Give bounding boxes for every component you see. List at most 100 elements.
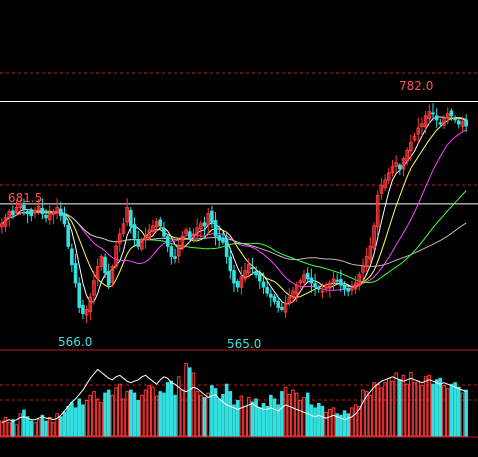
volume-bar — [283, 386, 288, 437]
volume-bar — [224, 383, 229, 437]
candle-body — [18, 202, 23, 209]
volume-bar — [125, 391, 129, 437]
volume-bar — [206, 392, 210, 437]
volume-bar — [180, 389, 185, 437]
volume-bar — [55, 413, 59, 437]
candle-body — [394, 162, 398, 167]
candle-body — [224, 238, 229, 257]
volume-bar — [427, 374, 432, 437]
candle-body — [162, 228, 166, 237]
volume-bar — [313, 407, 317, 437]
candle-body — [427, 111, 432, 119]
candle-body — [280, 306, 284, 310]
volume-bar — [302, 397, 306, 437]
candle-body — [445, 113, 450, 119]
price-label-ref: 681.5 — [8, 191, 42, 205]
volume-bar — [0, 420, 4, 437]
volume-bar — [132, 392, 137, 437]
ma60-line — [1, 211, 467, 267]
ma5-line — [1, 116, 467, 305]
candle-body — [217, 235, 222, 241]
candle-body — [55, 207, 59, 214]
candle-body — [36, 205, 41, 211]
candle-body — [265, 287, 269, 294]
volume-bar — [62, 411, 67, 437]
volume-bar — [456, 386, 461, 437]
candle-body — [232, 270, 236, 284]
candle-body — [320, 290, 325, 293]
volume-bar — [199, 394, 203, 437]
candle-body — [346, 288, 351, 292]
candle-body — [25, 211, 30, 215]
candle-body — [383, 179, 387, 189]
volume-bar — [316, 402, 321, 437]
volume-bar — [232, 404, 236, 437]
volume-bar — [147, 385, 152, 437]
candle-body — [246, 264, 251, 274]
candle-body — [283, 302, 288, 313]
volume-bar — [269, 394, 273, 437]
volume-bar — [401, 374, 406, 437]
candle-body — [269, 293, 273, 298]
candle-body — [70, 248, 74, 266]
candle-body — [213, 220, 218, 237]
candle-body — [368, 245, 373, 260]
volume-bar — [379, 387, 384, 437]
price-label-high: 782.0 — [399, 79, 433, 93]
candle-body — [22, 205, 26, 211]
volume-bar — [29, 420, 34, 437]
candle-body — [51, 211, 56, 216]
volume-bar — [103, 392, 107, 437]
candle-body — [154, 221, 159, 228]
candle-body — [14, 207, 19, 214]
candle-body — [309, 277, 314, 284]
volume-bar — [394, 372, 398, 437]
candle-body — [335, 279, 339, 282]
candle-body — [92, 280, 96, 296]
volume-bar — [11, 419, 15, 437]
volume-bar — [416, 380, 421, 437]
volume-bar — [202, 397, 207, 437]
volume-bar — [246, 397, 251, 437]
candlestick-layer — [0, 103, 468, 324]
volume-bar — [361, 389, 365, 437]
candle-body — [464, 119, 468, 127]
volume-bar — [372, 382, 376, 437]
candle-body — [125, 207, 129, 223]
volume-bar — [77, 398, 82, 437]
volume-bar — [84, 399, 89, 437]
candle-body — [173, 256, 177, 259]
volume-bar — [176, 376, 181, 437]
candle-body — [353, 282, 358, 290]
candle-body — [438, 122, 443, 125]
volume-bar — [136, 399, 140, 437]
volume-bar — [353, 404, 358, 437]
volume-ma-line — [1, 368, 467, 424]
volume-bar — [309, 404, 314, 437]
candle-body — [40, 207, 45, 215]
price-label-low-1: 566.0 — [58, 335, 92, 349]
candle-body — [210, 210, 214, 223]
volume-bar — [3, 417, 8, 437]
volume-bar — [114, 387, 118, 437]
volume-bar — [47, 417, 52, 437]
candle-body — [361, 266, 365, 273]
candle-body — [313, 283, 317, 288]
volume-bar — [368, 394, 373, 437]
volume-bar — [386, 377, 391, 437]
candle-body — [103, 256, 107, 274]
volume-bar — [210, 385, 214, 437]
volume-bar — [298, 399, 303, 437]
volume-bar — [187, 367, 192, 437]
volume-bar — [36, 419, 41, 437]
candle-body — [434, 115, 439, 121]
candle-body — [405, 149, 409, 162]
candle-body — [59, 208, 63, 217]
candle-body — [350, 288, 354, 291]
volume-bar — [239, 395, 244, 437]
candle-body — [132, 224, 137, 239]
volume-bar — [140, 394, 144, 437]
candle-body — [195, 227, 199, 235]
volume-bar — [110, 394, 115, 437]
